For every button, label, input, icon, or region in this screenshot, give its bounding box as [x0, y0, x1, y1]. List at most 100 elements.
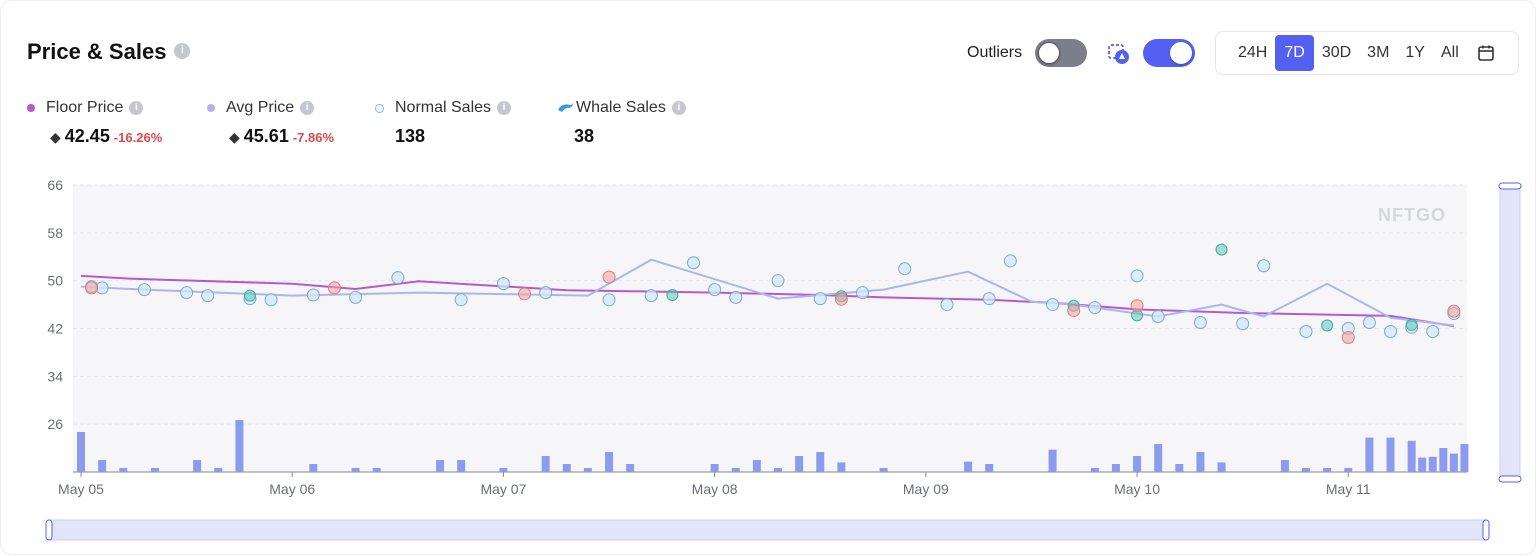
- range-1y-button[interactable]: 1Y: [1405, 44, 1425, 61]
- normal-sales-point[interactable]: [602, 293, 616, 307]
- volume-bar[interactable]: [98, 460, 107, 472]
- info-icon[interactable]: i: [300, 101, 315, 115]
- whale-sales-point[interactable]: [1215, 243, 1228, 256]
- legend-normal-sales[interactable]: Normal Sales i 138: [375, 99, 512, 146]
- whale-sales-point[interactable]: [1405, 318, 1418, 331]
- normal-sales-point[interactable]: [1088, 301, 1102, 315]
- legend-floor-price[interactable]: Floor Price i ◆ 42.45 -16.26%: [27, 99, 162, 146]
- outliers-point[interactable]: [1067, 304, 1081, 318]
- volume-bar[interactable]: [541, 456, 550, 472]
- normal-sales-point[interactable]: [391, 271, 405, 285]
- normal-sales-point[interactable]: [1003, 254, 1017, 268]
- legend-avg-price[interactable]: Avg Price i ◆ 45.61 -7.86%: [207, 99, 334, 146]
- outliers-point[interactable]: [1447, 304, 1461, 318]
- normal-sales-point[interactable]: [644, 289, 658, 303]
- normal-sales-point[interactable]: [1257, 259, 1271, 273]
- range-3m-button[interactable]: 3M: [1367, 44, 1390, 61]
- horizontal-zoom-handle-right[interactable]: [1482, 519, 1490, 541]
- volume-bar[interactable]: [1386, 437, 1395, 472]
- info-icon[interactable]: i: [497, 101, 512, 115]
- volume-bar[interactable]: [436, 460, 445, 472]
- outliers-point[interactable]: [327, 281, 341, 295]
- normal-sales-point[interactable]: [306, 288, 320, 302]
- volume-bar[interactable]: [1418, 457, 1427, 472]
- normal-sales-point[interactable]: [898, 262, 912, 276]
- normal-sales-point[interactable]: [201, 289, 215, 303]
- normal-sales-point[interactable]: [771, 274, 785, 288]
- normal-sales-point[interactable]: [264, 293, 278, 307]
- volume-bar[interactable]: [1407, 440, 1416, 472]
- whale-sales-point[interactable]: [243, 289, 256, 302]
- volume-bar[interactable]: [626, 464, 635, 472]
- volume-bar[interactable]: [1344, 468, 1353, 472]
- range-all-button[interactable]: All: [1440, 44, 1459, 61]
- normal-sales-point[interactable]: [729, 290, 743, 304]
- normal-sales-point[interactable]: [1130, 269, 1144, 283]
- normal-sales-point[interactable]: [708, 283, 722, 297]
- info-icon[interactable]: i: [671, 101, 686, 115]
- volume-bar[interactable]: [119, 468, 128, 472]
- normal-sales-point[interactable]: [855, 286, 869, 300]
- normal-sales-point[interactable]: [454, 293, 468, 307]
- normal-sales-point[interactable]: [1384, 324, 1398, 338]
- horizontal-zoom-slider[interactable]: [48, 519, 1488, 541]
- outliers-point[interactable]: [602, 270, 616, 284]
- volume-bar[interactable]: [1133, 456, 1142, 472]
- volume-bar[interactable]: [1449, 453, 1458, 472]
- outliers-point[interactable]: [834, 292, 848, 306]
- vertical-zoom-slider[interactable]: [1499, 186, 1521, 480]
- volume-bar[interactable]: [752, 460, 761, 472]
- volume-bar[interactable]: [1460, 444, 1469, 472]
- volume-bar[interactable]: [1323, 468, 1332, 472]
- outliers-point[interactable]: [1341, 330, 1355, 344]
- volume-bar[interactable]: [879, 468, 888, 472]
- normal-sales-point[interactable]: [137, 283, 151, 297]
- range-30d-button[interactable]: 30D: [1321, 44, 1352, 61]
- volume-bar[interactable]: [1439, 448, 1448, 472]
- volume-bar[interactable]: [193, 460, 202, 472]
- info-icon[interactable]: i: [129, 101, 144, 115]
- calendar-icon[interactable]: [1477, 44, 1495, 62]
- volume-bar[interactable]: [1090, 468, 1099, 472]
- volume-bar[interactable]: [214, 468, 223, 472]
- volume-bar[interactable]: [562, 464, 571, 472]
- normal-sales-point[interactable]: [813, 292, 827, 306]
- legend-whale-sales[interactable]: Whale Sales i 38: [557, 99, 686, 146]
- volume-bar[interactable]: [837, 462, 846, 472]
- price-sales-chart[interactable]: 26 34 42 50 58 66 NFTGO May 05 May 06 May 07 May 0…: [1, 161, 1536, 556]
- volume-bar[interactable]: [816, 452, 825, 472]
- volume-bar[interactable]: [583, 468, 592, 472]
- normal-sales-point[interactable]: [687, 256, 701, 270]
- normal-sales-point[interactable]: [1426, 324, 1440, 338]
- normal-sales-point[interactable]: [1236, 317, 1250, 331]
- whale-sales-point[interactable]: [1321, 319, 1334, 332]
- volume-bar[interactable]: [731, 468, 740, 472]
- volume-bar[interactable]: [1217, 462, 1226, 472]
- normal-sales-point[interactable]: [1362, 316, 1376, 330]
- normal-sales-point[interactable]: [1046, 298, 1060, 312]
- volume-bar[interactable]: [964, 461, 973, 472]
- volume-bar[interactable]: [1365, 437, 1374, 472]
- volume-bar[interactable]: [457, 460, 466, 472]
- volume-bar[interactable]: [1154, 444, 1163, 472]
- volume-bar[interactable]: [499, 468, 508, 472]
- volume-bar[interactable]: [1111, 464, 1120, 472]
- vertical-zoom-handle-top[interactable]: [1498, 182, 1522, 190]
- volume-bar[interactable]: [351, 468, 360, 472]
- nft-toggle[interactable]: [1143, 39, 1195, 67]
- volume-bar[interactable]: [985, 464, 994, 472]
- range-7d-button[interactable]: 7D: [1275, 35, 1314, 71]
- normal-sales-point[interactable]: [539, 286, 553, 300]
- normal-sales-point[interactable]: [180, 286, 194, 300]
- volume-bar[interactable]: [1048, 449, 1057, 472]
- volume-bar[interactable]: [605, 452, 614, 472]
- info-icon[interactable]: i: [174, 43, 191, 60]
- normal-sales-point[interactable]: [1299, 324, 1313, 338]
- normal-sales-point[interactable]: [940, 298, 954, 312]
- vertical-zoom-handle-bottom[interactable]: [1498, 475, 1522, 483]
- volume-bar[interactable]: [710, 464, 719, 472]
- volume-bar[interactable]: [1302, 468, 1311, 472]
- normal-sales-point[interactable]: [349, 290, 363, 304]
- volume-bar[interactable]: [77, 432, 85, 472]
- volume-bar[interactable]: [1196, 452, 1205, 472]
